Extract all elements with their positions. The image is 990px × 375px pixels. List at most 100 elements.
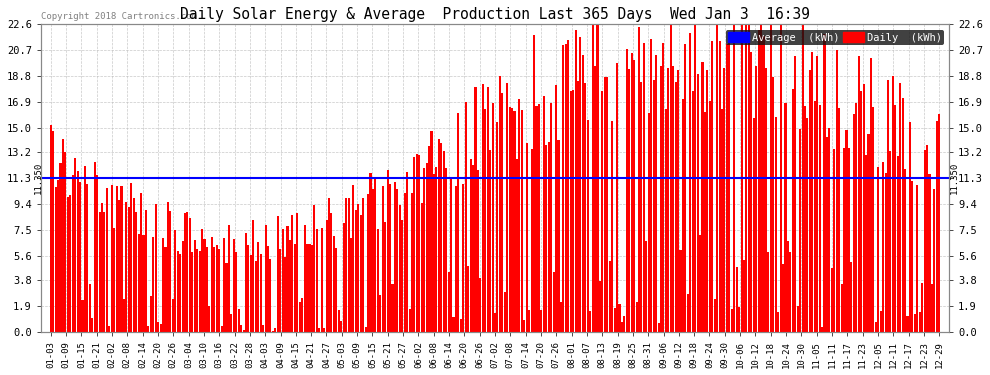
Bar [604,76,606,332]
Bar [162,238,164,332]
Bar [372,189,374,332]
Bar [652,80,654,332]
Bar [845,130,847,332]
Bar [296,213,298,332]
Bar [311,246,313,332]
Bar [326,220,328,332]
Bar [148,326,149,332]
Bar [860,91,862,332]
Bar [709,101,711,332]
Bar [547,142,549,332]
Bar [914,314,916,332]
Bar [479,278,481,332]
Bar [669,19,672,332]
Bar [521,110,523,332]
Bar [128,207,130,332]
Bar [569,91,571,332]
Bar [936,121,938,332]
Bar [629,69,631,332]
Bar [426,163,428,332]
Bar [514,111,516,332]
Bar [699,236,701,332]
Bar [599,281,601,332]
Bar [826,137,828,332]
Bar [131,183,133,332]
Bar [423,168,426,332]
Bar [834,149,836,332]
Bar [259,254,261,332]
Bar [550,103,552,332]
Bar [277,216,279,332]
Bar [433,174,435,332]
Bar [645,241,647,332]
Bar [121,186,123,332]
Bar [662,43,664,332]
Bar [929,174,931,332]
Bar [243,330,245,332]
Bar [64,152,66,332]
Bar [716,21,718,332]
Bar [455,186,457,332]
Bar [852,114,855,332]
Bar [179,254,181,332]
Bar [233,239,235,332]
Bar [50,125,51,332]
Bar [657,323,659,332]
Bar [62,139,64,332]
Bar [601,91,604,332]
Bar [624,316,626,332]
Bar [789,252,791,332]
Bar [562,45,564,332]
Bar [208,306,211,332]
Bar [482,84,484,332]
Bar [765,68,767,332]
Bar [111,184,113,332]
Bar [545,146,547,332]
Bar [850,262,852,332]
Bar [469,159,471,332]
Bar [491,103,494,332]
Bar [692,91,694,332]
Bar [499,76,501,332]
Bar [775,117,777,332]
Bar [855,103,857,332]
Bar [79,182,81,332]
Bar [589,311,591,332]
Bar [357,204,359,332]
Bar [291,215,293,332]
Bar [862,84,864,332]
Bar [679,250,681,332]
Bar [557,140,559,332]
Bar [223,238,225,332]
Bar [272,331,274,332]
Bar [799,129,801,332]
Bar [211,237,213,332]
Bar [267,246,269,332]
Bar [633,60,636,332]
Bar [154,204,156,332]
Bar [819,105,821,332]
Bar [777,312,779,332]
Bar [299,302,301,332]
Bar [904,169,906,332]
Bar [636,302,638,332]
Bar [186,212,188,332]
Bar [404,193,406,332]
Bar [228,225,230,332]
Bar [865,155,867,332]
Bar [931,284,933,332]
Bar [286,226,288,332]
Bar [741,19,742,332]
Bar [462,184,464,332]
Bar [706,70,709,332]
Bar [912,182,914,332]
Bar [213,247,215,332]
Bar [138,234,140,332]
Bar [343,223,345,332]
Bar [594,66,596,332]
Bar [655,55,657,332]
Bar [452,317,454,332]
Bar [204,238,206,332]
Bar [489,150,491,332]
Bar [167,202,169,332]
